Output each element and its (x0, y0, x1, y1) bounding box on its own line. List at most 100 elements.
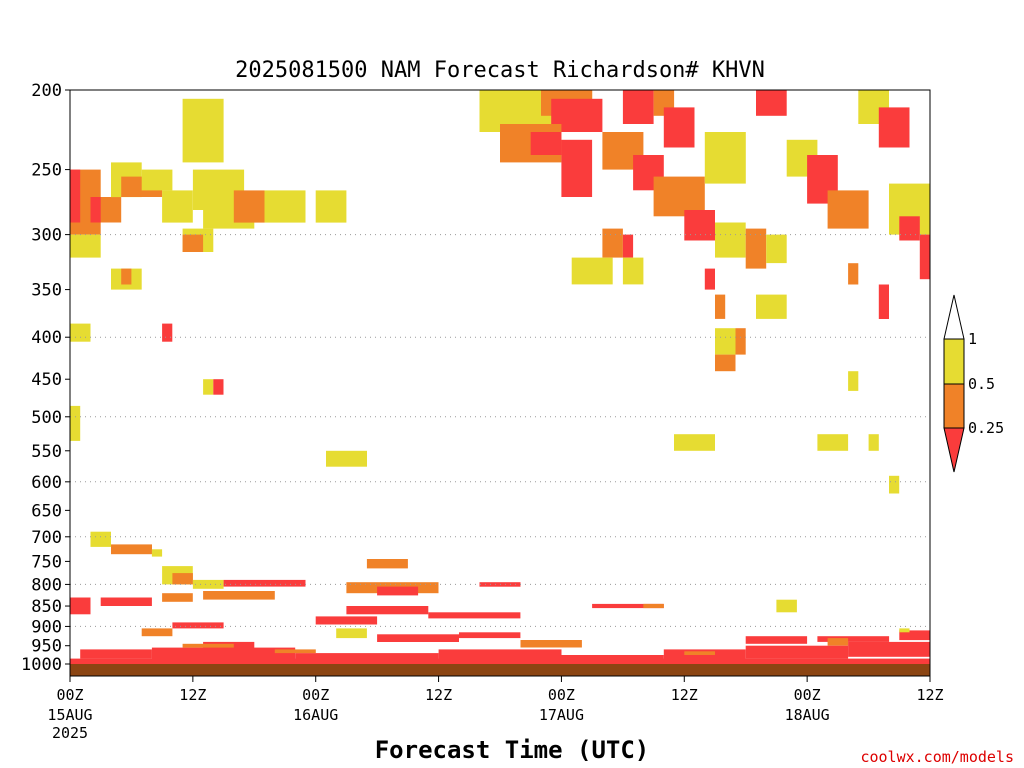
heatmap-cell (756, 90, 787, 116)
heatmap-cell (346, 606, 429, 615)
heatmap-cell (151, 647, 296, 661)
x-tick-label: 00Z (794, 686, 821, 704)
heatmap-cell (622, 90, 654, 124)
x-axis-label: Forecast Time (UTC) (375, 736, 650, 764)
heatmap-cell (377, 586, 419, 596)
heatmap-cell (192, 579, 224, 589)
y-tick-label: 900 (31, 617, 62, 637)
y-tick-label: 250 (31, 161, 62, 181)
heatmap-cell (80, 649, 152, 659)
heatmap-cell (899, 628, 910, 633)
x-tick-label: 00Z (56, 686, 83, 704)
x-tick-label: 12Z (916, 686, 943, 704)
x-tick-label: 00Z (302, 686, 329, 704)
heatmap-cell (315, 190, 347, 223)
x-tick-date: 16AUG (293, 706, 338, 724)
heatmap-cell (561, 139, 593, 197)
colorbar-swatch (943, 338, 965, 385)
heatmap-cell (848, 371, 859, 391)
heatmap-cell (704, 268, 715, 290)
heatmap-cell (817, 636, 890, 642)
heatmap-cell (213, 379, 224, 395)
heatmap-cell (848, 641, 930, 657)
colorbar-legend: 1 0.5 0.25 (943, 294, 1004, 473)
heatmap-cell (100, 197, 122, 223)
heatmap-cell (817, 434, 849, 451)
y-tick-label: 750 (31, 552, 62, 572)
heatmap-cell (100, 597, 152, 606)
y-tick-label: 200 (31, 81, 62, 101)
x-tick-label: 00Z (548, 686, 575, 704)
heatmap-cell (162, 190, 193, 223)
heatmap-cell (326, 450, 367, 467)
heatmap-cell (233, 190, 265, 223)
heatmap-cell (674, 434, 715, 451)
heatmap-cell (602, 228, 623, 258)
heatmap-cell (715, 222, 746, 258)
heatmap-cell (715, 328, 736, 355)
heatmap-cell (151, 549, 163, 557)
heatmap-cell (162, 593, 193, 602)
heatmap-cell (90, 531, 111, 547)
y-tick-label: 700 (31, 528, 62, 548)
heatmap-cell (704, 132, 746, 184)
heatmap-cell (530, 132, 562, 155)
heatmap-cell (899, 216, 920, 241)
x-tick-label: 12Z (425, 686, 452, 704)
heatmap-cell (889, 475, 900, 494)
y-tick-label: 800 (31, 575, 62, 595)
heatmap-cell (745, 636, 808, 644)
heatmap-cell (919, 234, 930, 280)
credit-text: coolwx.com/models (860, 748, 1014, 766)
heatmap-cell (827, 190, 869, 229)
heatmap-cell (684, 651, 715, 655)
heatmap-cell (745, 645, 849, 659)
heatmap-cell (643, 603, 664, 609)
y-tick-label: 350 (31, 281, 62, 301)
heatmap-cell (377, 634, 459, 642)
heatmap-cell (571, 257, 613, 285)
heatmap-cell (264, 190, 306, 223)
heatmap-cell (438, 649, 562, 661)
y-tick-label: 500 (31, 408, 62, 428)
heatmap-cell (745, 228, 767, 269)
x-tick-date: 15AUG (47, 706, 92, 724)
pressure-gridlines (70, 234, 930, 627)
x-tick-date: 17AUG (539, 706, 584, 724)
heatmap-cell (274, 649, 316, 654)
y-tick-label: 600 (31, 473, 62, 493)
chart-title: 2025081500 NAM Forecast Richardson# KHVN (235, 58, 765, 83)
colorbar-over-arrow (943, 294, 965, 340)
y-axis: 200 250 300 350 400 450 500 550 600 650 700 750 8008… (21, 81, 70, 675)
heatmap-cell (663, 107, 695, 148)
heatmap-cell (878, 107, 910, 148)
colorbar-under-arrow (943, 427, 965, 473)
heatmap-cell (520, 640, 582, 648)
heatmap-cell (899, 630, 930, 641)
ground-surface-band (70, 664, 930, 676)
heatmap-cell (182, 98, 224, 163)
colorbar-label: 0.25 (968, 419, 1004, 437)
heatmap-cell (878, 284, 889, 319)
colorbar-label: 1 (968, 330, 977, 348)
x-tick-label: 12Z (179, 686, 206, 704)
heatmap-cell (366, 559, 408, 569)
heatmap-cell (735, 328, 746, 355)
heatmap-cells (70, 90, 930, 664)
heatmap-cell (172, 622, 224, 629)
heatmap-cell (141, 169, 173, 191)
x-tick-year: 2025 (52, 724, 88, 742)
heatmap-cell (315, 616, 378, 625)
y-tick-label: 650 (31, 501, 62, 521)
y-tick-label: 950 (31, 637, 62, 657)
heatmap-cell (622, 234, 634, 258)
heatmap-cell (121, 268, 132, 285)
heatmap-cell (622, 257, 644, 285)
heatmap-cell (70, 323, 91, 342)
heatmap-cell (162, 323, 173, 342)
heatmap-cell (70, 658, 930, 664)
heatmap-cell (141, 628, 173, 637)
heatmap-cell (715, 294, 726, 319)
heatmap-cell (70, 234, 101, 258)
